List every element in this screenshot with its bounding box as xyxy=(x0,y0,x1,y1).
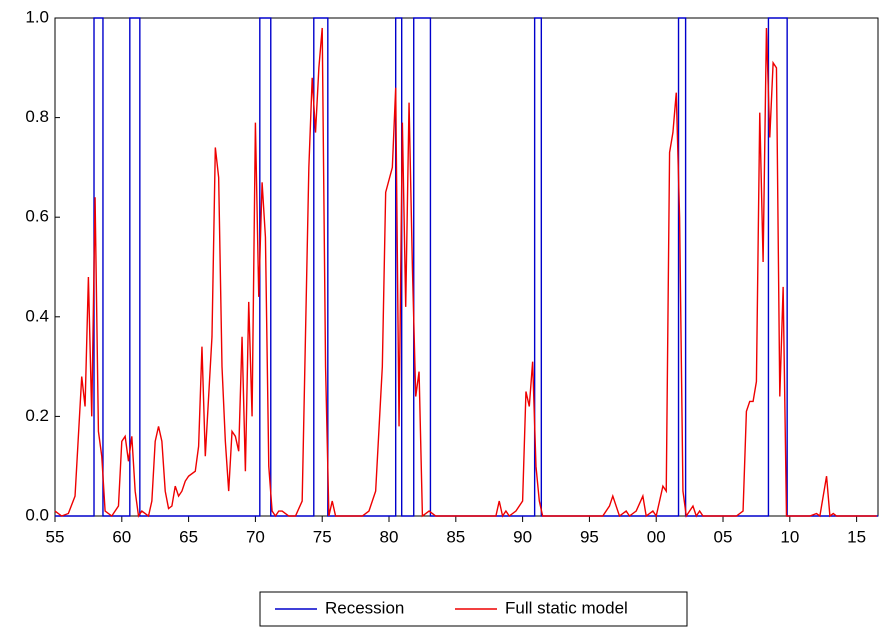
x-tick-label: 70 xyxy=(246,527,265,546)
x-tick-label: 60 xyxy=(112,527,131,546)
x-tick-label: 90 xyxy=(513,527,532,546)
x-tick-label: 75 xyxy=(313,527,332,546)
y-tick-label: 0.6 xyxy=(25,207,49,226)
y-tick-label: 0.2 xyxy=(25,406,49,425)
x-tick-label: 65 xyxy=(179,527,198,546)
legend-label: Recession xyxy=(325,598,404,617)
x-tick-label: 10 xyxy=(780,527,799,546)
y-tick-label: 0.0 xyxy=(25,505,49,524)
x-tick-label: 80 xyxy=(380,527,399,546)
x-tick-label: 00 xyxy=(647,527,666,546)
series-line xyxy=(54,27,877,518)
legend-label: Full static model xyxy=(505,598,628,617)
y-tick-label: 0.4 xyxy=(25,306,49,325)
x-tick-label: 95 xyxy=(580,527,599,546)
plot-frame xyxy=(54,17,879,517)
x-tick-label: 05 xyxy=(714,527,733,546)
series-line xyxy=(55,17,878,517)
y-tick-label: 1.0 xyxy=(25,7,49,26)
x-tick-label: 55 xyxy=(46,527,65,546)
x-tick-label: 15 xyxy=(847,527,866,546)
y-tick-label: 0.8 xyxy=(25,107,49,126)
x-tick-label: 85 xyxy=(446,527,465,546)
